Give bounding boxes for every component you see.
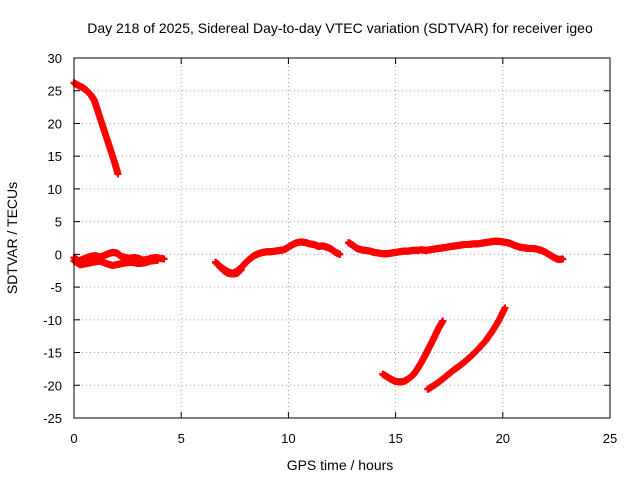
series-1	[70, 79, 122, 178]
data-points	[70, 79, 567, 393]
y-tick-label: 20	[48, 116, 62, 131]
y-tick-label: 5	[55, 215, 62, 230]
y-tick-label: -25	[43, 411, 62, 426]
data-point	[336, 250, 344, 258]
x-tick-label: 5	[178, 431, 185, 446]
series-6	[344, 237, 567, 264]
y-tick-label: -20	[43, 378, 62, 393]
x-tick-label: 20	[496, 431, 510, 446]
y-tick-label: 25	[48, 84, 62, 99]
data-point	[439, 317, 447, 325]
data-point	[501, 304, 509, 312]
series-7	[379, 317, 447, 386]
plot-frame	[73, 57, 611, 419]
y-axis-label: SDTVAR / TECUs	[4, 182, 20, 294]
y-tick-label: -5	[50, 280, 62, 295]
data-point	[114, 170, 122, 178]
chart-title: Day 218 of 2025, Sidereal Day-to-day VTE…	[87, 20, 593, 36]
data-point	[559, 255, 567, 263]
series-3	[70, 256, 162, 269]
x-tick-label: 10	[281, 431, 295, 446]
series-8	[424, 304, 509, 393]
data-point	[154, 256, 162, 264]
y-tick-label: -15	[43, 346, 62, 361]
y-tick-label: 30	[48, 51, 62, 66]
data-point	[160, 255, 168, 263]
data-point	[237, 265, 245, 273]
y-tick-label: 15	[48, 149, 62, 164]
y-tick-label: 10	[48, 182, 62, 197]
x-tick-label: 15	[388, 431, 402, 446]
series-5	[216, 263, 245, 278]
y-tick-label: -10	[43, 313, 62, 328]
x-tick-label: 0	[70, 431, 77, 446]
y-tick-label: 0	[55, 247, 62, 262]
x-axis-label: GPS time / hours	[287, 457, 394, 473]
x-tick-label: 25	[603, 431, 617, 446]
